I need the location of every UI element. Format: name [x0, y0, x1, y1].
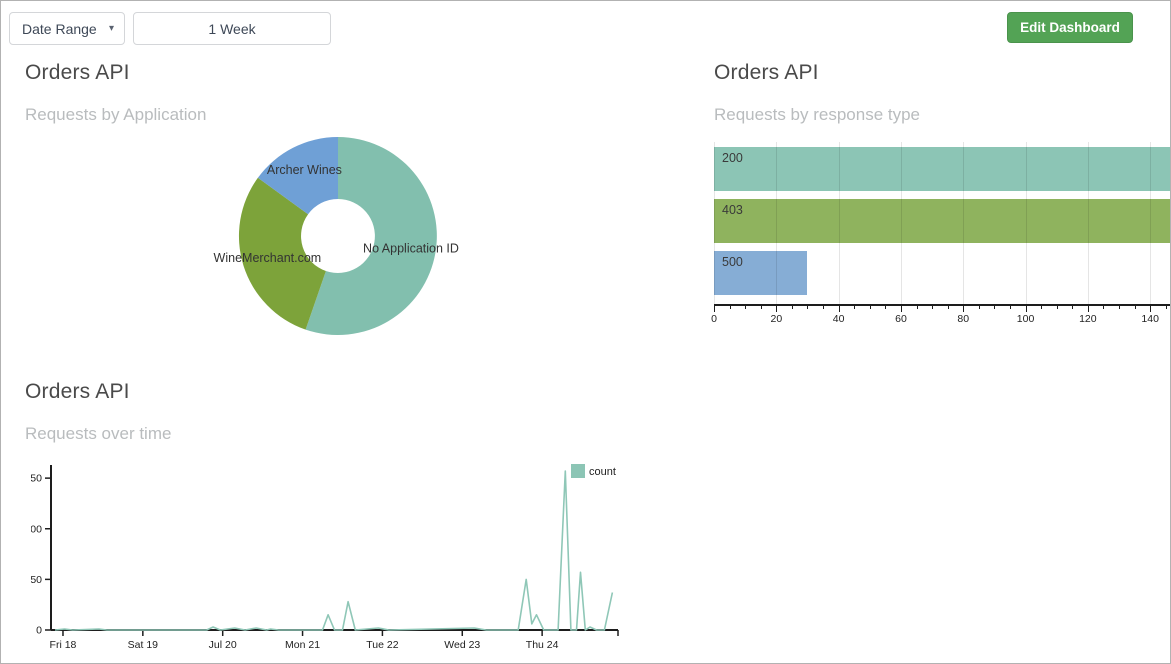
x-axis-tick	[776, 306, 778, 312]
y-tick-label: 0	[36, 625, 42, 637]
x-axis-tick	[760, 306, 762, 309]
x-axis-tick	[1134, 306, 1136, 309]
x-axis-tick	[791, 306, 793, 309]
x-axis-tick-label: 40	[832, 313, 845, 325]
bar-x-axis	[714, 304, 1170, 306]
date-range-label: Date Range	[22, 20, 97, 37]
x-axis-tick	[823, 306, 825, 309]
x-axis-tick-label: 100	[1016, 313, 1035, 325]
line-chart: 0 50 100 150 Fri 18 Sat 19 Jul 20 Mon 21 Tue 22 W…	[31, 464, 619, 651]
x-axis-tick	[838, 306, 840, 312]
bar-500[interactable]: 500	[714, 251, 808, 295]
panel-subtitle-over-time: Requests over time	[25, 424, 172, 443]
x-tick-label: Mon 21	[285, 639, 320, 651]
bar-chart: 200 403 500 0 20 40 60 80 100 120 140	[711, 142, 1170, 332]
x-axis-tick-label: 80	[957, 313, 970, 325]
edit-dashboard-button[interactable]: Edit Dashboard	[1007, 12, 1133, 43]
x-axis-tick	[994, 306, 996, 309]
gridline	[1025, 142, 1027, 304]
x-axis-tick	[885, 306, 887, 309]
y-tick-label: 100	[31, 523, 42, 535]
x-axis-tick	[1087, 306, 1089, 312]
donut-slice-2[interactable]	[238, 177, 326, 330]
gridline	[1087, 142, 1089, 304]
x-tick-label: Sat 19	[128, 639, 159, 651]
panel-title-by-application: Orders API	[25, 61, 130, 84]
donut-label: Archer Wines	[267, 163, 342, 177]
donut-slice-1[interactable]	[305, 137, 437, 335]
x-axis-tick	[714, 306, 715, 312]
x-axis-tick	[1103, 306, 1105, 309]
x-axis-tick	[1119, 306, 1121, 309]
x-tick-label: Fri 18	[50, 639, 77, 651]
x-axis-tick	[963, 306, 965, 312]
panel-title-by-response-type: Orders API	[714, 61, 819, 84]
x-axis-tick-label: 20	[770, 313, 783, 325]
donut-label: No Application ID	[363, 241, 459, 255]
bar-category-label: 200	[722, 151, 743, 165]
date-range-select[interactable]: Date Range ▾	[9, 12, 125, 45]
x-axis-tick	[1150, 306, 1152, 312]
panel-subtitle-by-application: Requests by Application	[25, 105, 207, 124]
x-axis-tick	[745, 306, 747, 309]
gridline	[714, 142, 715, 304]
x-axis-tick	[916, 306, 918, 309]
x-axis-tick	[947, 306, 949, 309]
donut-slice-3[interactable]	[257, 137, 338, 215]
x-tick-label: Tue 22	[366, 639, 398, 651]
gridline	[963, 142, 965, 304]
x-axis-tick	[1025, 306, 1027, 312]
x-tick-label: Jul 20	[209, 639, 237, 651]
x-axis-tick-label: 0	[711, 313, 717, 325]
gridline	[776, 142, 778, 304]
bar-category-label: 403	[722, 203, 743, 217]
bar-403[interactable]: 403	[714, 199, 1170, 243]
gridline	[900, 142, 902, 304]
bar-plot-area: 200 403 500	[714, 142, 1170, 304]
gridline	[838, 142, 840, 304]
x-tick-label: Thu 24	[526, 639, 559, 651]
x-axis-tick	[1165, 306, 1167, 309]
bar-category-label: 500	[722, 255, 743, 269]
x-axis-tick-label: 120	[1079, 313, 1097, 325]
x-tick-label: Wed 23	[444, 639, 480, 651]
x-axis-tick	[1010, 306, 1011, 309]
y-tick-label: 50	[31, 574, 42, 586]
gridline	[1150, 142, 1152, 304]
x-axis-tick-label: 60	[895, 313, 907, 325]
panel-title-over-time: Orders API	[25, 380, 130, 403]
period-value: 1 Week	[208, 20, 256, 37]
y-tick-label: 150	[31, 473, 42, 485]
chevron-down-icon: ▾	[108, 23, 114, 34]
x-axis-tick	[1041, 306, 1043, 309]
x-axis-tick	[932, 306, 934, 309]
x-axis-tick	[729, 306, 731, 309]
x-axis-tick-label: 140	[1141, 313, 1159, 325]
x-axis-tick	[900, 306, 902, 312]
line-series-count	[54, 470, 614, 631]
donut-chart: No Application ID WineMerchant.com Archer …	[214, 137, 459, 335]
x-axis-tick	[807, 306, 809, 309]
x-axis-tick	[869, 306, 871, 309]
donut-label: WineMerchant.com	[214, 251, 322, 265]
panel-subtitle-by-response-type: Requests by response type	[714, 105, 921, 124]
x-axis-tick	[978, 306, 980, 309]
bar-200[interactable]: 200	[714, 147, 1170, 191]
legend-swatch	[571, 464, 585, 478]
period-input[interactable]: 1 Week	[133, 12, 331, 45]
legend-label: count	[589, 466, 616, 478]
x-axis-tick	[854, 306, 856, 309]
x-axis-tick	[1072, 306, 1074, 309]
x-axis-tick	[1056, 306, 1058, 309]
